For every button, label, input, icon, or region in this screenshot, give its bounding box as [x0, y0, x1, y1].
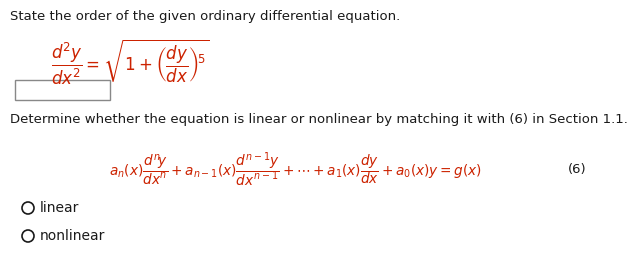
Text: State the order of the given ordinary differential equation.: State the order of the given ordinary di…: [10, 10, 400, 23]
FancyBboxPatch shape: [15, 80, 110, 100]
Text: linear: linear: [40, 201, 80, 215]
Text: nonlinear: nonlinear: [40, 229, 105, 243]
Text: Determine whether the equation is linear or nonlinear by matching it with (6) in: Determine whether the equation is linear…: [10, 113, 628, 126]
Text: $a_n(x)\dfrac{d^n\!y}{dx^n} + a_{n-1}(x)\dfrac{d^{n-1}y}{dx^{n-1}} + \cdots + a_: $a_n(x)\dfrac{d^n\!y}{dx^n} + a_{n-1}(x)…: [108, 151, 482, 189]
Text: $\dfrac{d^2y}{dx^2} = \sqrt{1 + \left(\dfrac{dy}{dx}\right)^{\!5}}$: $\dfrac{d^2y}{dx^2} = \sqrt{1 + \left(\d…: [51, 37, 210, 87]
Text: (6): (6): [568, 164, 587, 177]
